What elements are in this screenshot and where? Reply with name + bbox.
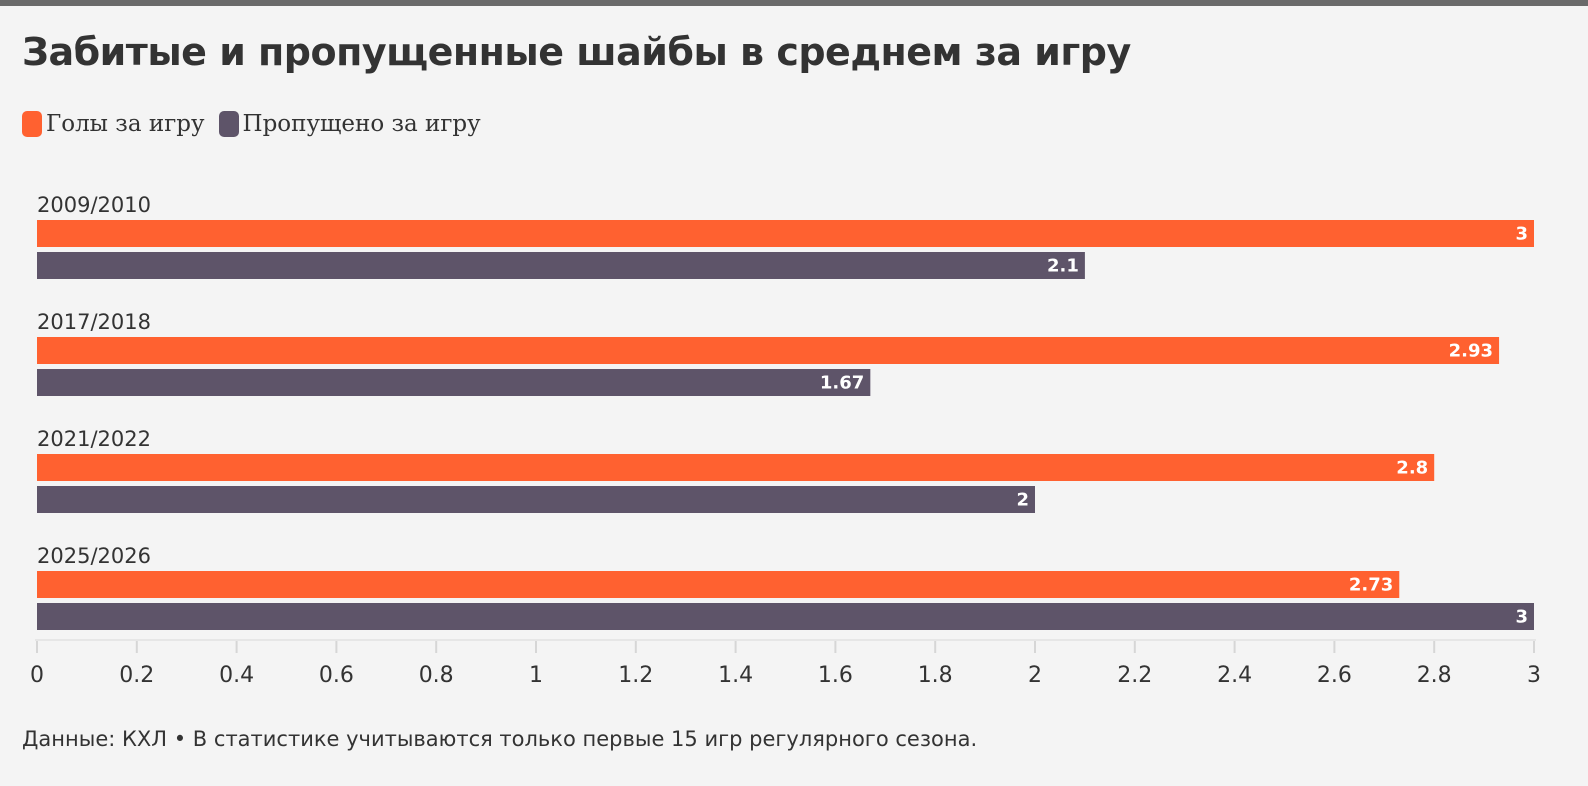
value-label-goals: 2.93 (1449, 341, 1493, 362)
bar-conceded (37, 252, 1085, 279)
bar-goals (37, 220, 1534, 247)
bar-conceded (37, 486, 1035, 513)
value-label-goals: 2.73 (1349, 575, 1393, 596)
legend-label-goals: Голы за игру (46, 111, 205, 137)
x-tick-label: 2 (1028, 663, 1042, 688)
category-label: 2025/2026 (37, 544, 151, 568)
legend-item-conceded[interactable]: Пропущено за игру (218, 111, 481, 137)
x-tick-label: 0.8 (419, 663, 454, 688)
x-tick-label: 1.2 (618, 663, 653, 688)
value-label-goals: 2.8 (1396, 458, 1428, 479)
x-tick-label: 2.8 (1417, 663, 1452, 688)
x-tick-label: 1.8 (918, 663, 953, 688)
x-tick-label: 0.4 (219, 663, 254, 688)
x-tick-label: 1.4 (718, 663, 753, 688)
value-label-conceded: 2 (1016, 490, 1029, 511)
category-label: 2009/2010 (37, 193, 151, 217)
value-label-conceded: 2.1 (1047, 256, 1079, 277)
legend-swatch-goals (22, 111, 42, 137)
bar-conceded (37, 603, 1534, 630)
category-label: 2021/2022 (37, 427, 151, 451)
x-tick-label: 2.2 (1117, 663, 1152, 688)
legend-item-goals[interactable]: Голы за игру (22, 111, 205, 137)
category-label: 2017/2018 (37, 310, 151, 334)
x-tick-label: 1.6 (818, 663, 853, 688)
value-label-goals: 3 (1515, 224, 1528, 245)
chart-title: Забитые и пропущенные шайбы в среднем за… (22, 30, 1131, 74)
bar-goals (37, 337, 1500, 364)
legend-swatch-conceded (218, 111, 239, 137)
x-tick-label: 2.4 (1217, 663, 1252, 688)
x-tick-label: 0.6 (319, 663, 354, 688)
x-tick-label: 0.2 (119, 663, 154, 688)
x-tick-label: 3 (1527, 663, 1541, 688)
bar-goals (37, 571, 1400, 598)
legend-label-conceded: Пропущено за игру (242, 111, 481, 137)
top-border (0, 0, 1588, 6)
value-label-conceded: 3 (1515, 607, 1528, 628)
x-tick-label: 2.6 (1317, 663, 1352, 688)
bar-conceded (37, 369, 871, 396)
bar-goals (37, 454, 1435, 481)
source-note: Данные: КХЛ • В статистике учитываются т… (22, 727, 978, 751)
legend: Голы за игру Пропущено за игру (22, 111, 495, 137)
x-tick-label: 1 (529, 663, 543, 688)
value-label-conceded: 1.67 (820, 373, 864, 394)
x-tick-label: 0 (30, 663, 44, 688)
